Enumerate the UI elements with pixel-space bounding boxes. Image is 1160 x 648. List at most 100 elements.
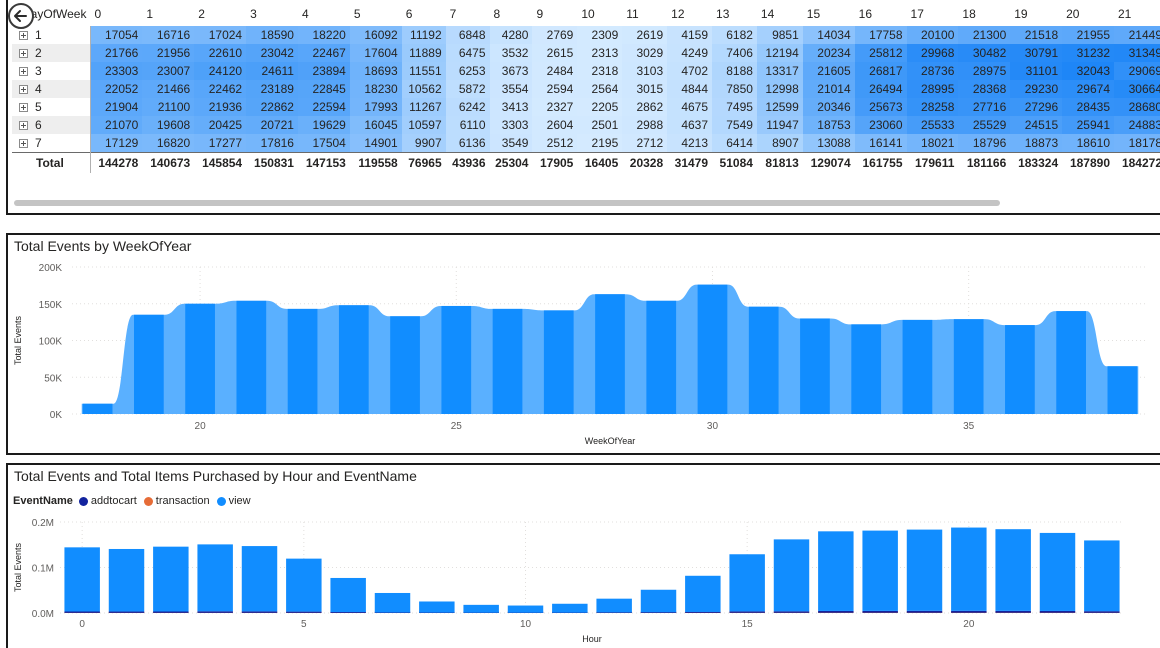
column-header-hour[interactable]: 3: [250, 7, 257, 21]
column-header-hour[interactable]: 16: [858, 7, 873, 21]
hour-bar-view[interactable]: [241, 546, 278, 612]
hour-bar-view[interactable]: [419, 601, 455, 613]
hour-bar-addtocart[interactable]: [330, 611, 366, 613]
hour-bar-view[interactable]: [153, 546, 189, 612]
week-bar[interactable]: [441, 305, 472, 414]
week-bar[interactable]: [338, 305, 369, 414]
expand-plus-icon[interactable]: [19, 49, 28, 58]
legend-item-view[interactable]: view: [216, 495, 251, 507]
column-header-hour[interactable]: 20: [1066, 7, 1080, 21]
column-header-hour[interactable]: 14: [760, 7, 775, 21]
hour-bar-view[interactable]: [729, 554, 765, 612]
week-bar[interactable]: [748, 306, 779, 414]
hour-bar-view[interactable]: [773, 539, 810, 612]
legend-item-transaction[interactable]: transaction: [143, 495, 210, 507]
hour-bar-addtocart[interactable]: [729, 611, 765, 613]
column-header-hour[interactable]: 8: [493, 7, 501, 21]
column-header-hour[interactable]: 21: [1118, 7, 1132, 21]
row-header[interactable]: 3: [12, 62, 91, 80]
column-header-hour[interactable]: 13: [716, 7, 730, 21]
hour-bar-addtocart[interactable]: [995, 610, 1031, 613]
hour-bar-view[interactable]: [596, 598, 632, 613]
expand-plus-icon[interactable]: [19, 31, 28, 40]
row-header[interactable]: 1: [12, 26, 91, 44]
column-header-hour[interactable]: 6: [405, 7, 413, 21]
column-header-hour[interactable]: 5: [353, 7, 361, 21]
hour-bar-view[interactable]: [374, 592, 411, 613]
hour-bar-view[interactable]: [507, 605, 544, 613]
hour-bar-addtocart[interactable]: [286, 611, 322, 613]
hour-bar-view[interactable]: [1039, 532, 1076, 611]
hour-bar-addtocart[interactable]: [108, 611, 145, 613]
week-bar[interactable]: [492, 308, 523, 414]
hour-bar-addtocart[interactable]: [951, 610, 987, 613]
column-header-hour[interactable]: 19: [1014, 7, 1028, 21]
week-bar[interactable]: [902, 319, 933, 414]
row-header[interactable]: 4: [12, 80, 91, 98]
week-bar[interactable]: [390, 316, 420, 414]
hour-bar-addtocart[interactable]: [153, 611, 189, 613]
week-bar[interactable]: [595, 294, 625, 414]
legend-item-addtocart[interactable]: addtocart: [78, 495, 137, 507]
week-bar[interactable]: [851, 324, 882, 414]
week-bar[interactable]: [953, 319, 984, 414]
week-bar[interactable]: [646, 300, 677, 414]
expand-plus-icon[interactable]: [19, 138, 28, 148]
back-button[interactable]: [8, 3, 34, 29]
column-header-hour[interactable]: 17: [910, 7, 924, 21]
hour-bar-view[interactable]: [951, 527, 987, 611]
column-header-hour[interactable]: 4: [301, 7, 309, 21]
hour-bar-addtocart[interactable]: [685, 611, 721, 613]
row-header[interactable]: 6: [12, 116, 91, 134]
hour-bar-view[interactable]: [552, 603, 588, 613]
week-bar[interactable]: [1005, 325, 1035, 414]
hour-bar-addtocart[interactable]: [1039, 610, 1076, 613]
column-header-hour[interactable]: 18: [962, 7, 976, 21]
hour-bar-addtocart[interactable]: [197, 611, 233, 613]
row-header[interactable]: 2: [12, 44, 91, 62]
column-header-hour[interactable]: 9: [536, 7, 544, 21]
expand-plus-icon[interactable]: [19, 103, 28, 112]
column-header-hour[interactable]: 7: [449, 7, 457, 21]
horizontal-scrollbar-thumb[interactable]: [14, 200, 1000, 206]
hour-bar-view[interactable]: [463, 604, 499, 613]
hour-bar-addtocart[interactable]: [64, 611, 100, 613]
week-bar[interactable]: [185, 303, 215, 414]
hour-bar-view[interactable]: [1084, 540, 1120, 612]
expand-plus-icon[interactable]: [19, 85, 28, 94]
column-header-hour[interactable]: 1: [146, 7, 154, 21]
column-header-dayofweek[interactable]: DayOfWeek: [22, 7, 87, 21]
hour-bar-view[interactable]: [906, 529, 943, 611]
hour-bar-view[interactable]: [108, 548, 145, 612]
week-bar[interactable]: [287, 308, 318, 414]
hour-bar-addtocart[interactable]: [640, 611, 677, 613]
hour-bar-addtocart[interactable]: [1084, 611, 1120, 613]
hour-bar-addtocart[interactable]: [818, 610, 854, 613]
week-bar[interactable]: [82, 403, 113, 414]
hour-bar-view[interactable]: [64, 547, 100, 612]
column-header-hour[interactable]: 0: [94, 7, 102, 21]
hour-bar-addtocart[interactable]: [773, 611, 810, 613]
week-bar[interactable]: [1107, 366, 1138, 414]
hour-bar-view[interactable]: [685, 575, 721, 612]
week-bar[interactable]: [1056, 311, 1087, 414]
hour-bar-view[interactable]: [640, 589, 677, 613]
hour-bar-view[interactable]: [330, 577, 366, 613]
week-bar[interactable]: [543, 310, 574, 414]
column-header-hour[interactable]: 10: [581, 7, 595, 21]
week-bar[interactable]: [236, 300, 267, 414]
row-header[interactable]: 7: [12, 134, 91, 152]
expand-plus-icon[interactable]: [19, 121, 28, 130]
hour-bar-addtocart[interactable]: [906, 610, 943, 613]
expand-plus-icon[interactable]: [19, 67, 28, 76]
hour-bar-view[interactable]: [818, 531, 854, 611]
column-header-hour[interactable]: 2: [198, 7, 205, 21]
hour-bar-view[interactable]: [286, 558, 322, 612]
hour-bar-view[interactable]: [995, 529, 1031, 611]
column-header-hour[interactable]: 12: [671, 7, 685, 21]
row-header[interactable]: 5: [12, 98, 91, 116]
hour-bar-view[interactable]: [197, 544, 233, 612]
week-bar[interactable]: [697, 284, 728, 414]
hour-bar-addtocart[interactable]: [241, 611, 278, 613]
hour-bar-view[interactable]: [862, 530, 898, 611]
